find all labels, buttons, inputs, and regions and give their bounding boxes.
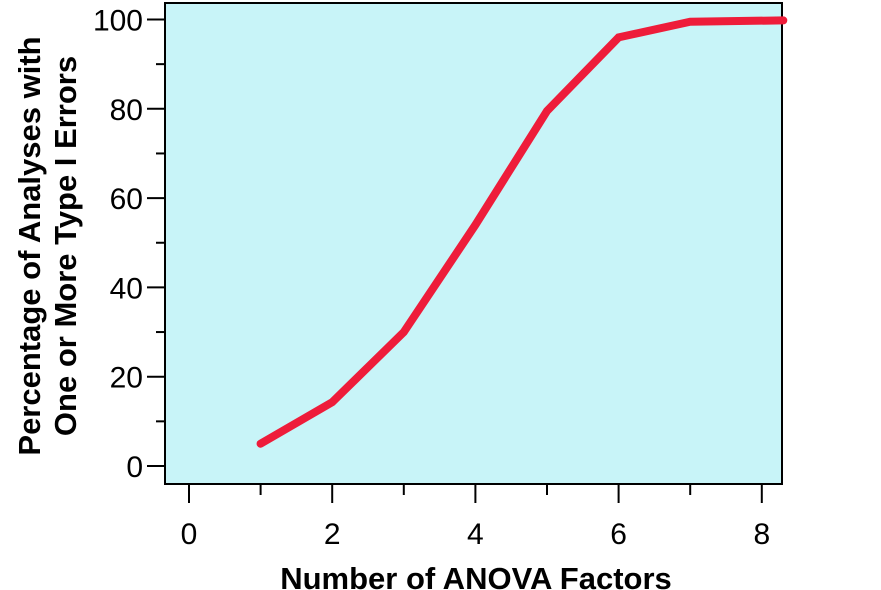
plot-area <box>164 2 783 485</box>
y-tick-label-20: 20 <box>110 362 143 395</box>
y-axis-title: Percentage of Analyses with One or More … <box>12 36 83 455</box>
x-axis-title: Number of ANOVA Factors <box>280 561 672 590</box>
y-axis-title-line-2: One or More Type I Errors <box>48 56 83 436</box>
y-tick-label-100: 100 <box>93 5 143 38</box>
y-axis-title-line-1: Percentage of Analyses with <box>12 36 47 455</box>
y-tick-label-0: 0 <box>126 451 143 484</box>
x-tick-label-4: 4 <box>467 518 484 551</box>
x-tick-label-0: 0 <box>181 518 198 551</box>
x-axis-ticks: 0 2 4 6 8 <box>181 484 770 551</box>
series-line-0 <box>256 16 788 448</box>
y-axis-ticks: 0 20 40 60 80 100 <box>93 5 165 484</box>
x-tick-label-6: 6 <box>610 518 627 551</box>
x-tick-label-8: 8 <box>753 518 770 551</box>
y-tick-label-60: 60 <box>110 183 143 216</box>
y-tick-label-40: 40 <box>110 272 143 305</box>
series-layer <box>256 16 788 448</box>
x-tick-label-2: 2 <box>324 518 341 551</box>
y-tick-label-80: 80 <box>110 94 143 127</box>
